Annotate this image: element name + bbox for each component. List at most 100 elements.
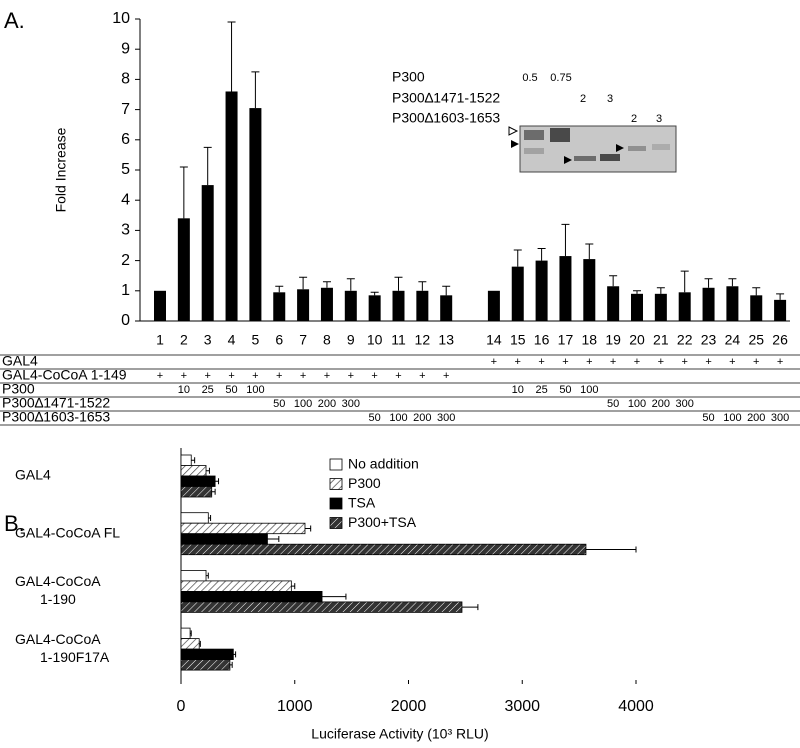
table-cell: + — [610, 356, 616, 368]
blot-dose: 0.5 — [522, 72, 537, 84]
bar — [607, 286, 620, 321]
bar — [440, 295, 453, 321]
panel-label: B. — [4, 511, 25, 536]
error-bar — [513, 249, 522, 267]
y-tick-label: 0 — [121, 312, 130, 329]
x-tick-label: 15 — [510, 332, 526, 348]
y-tick-label: 2 — [121, 252, 130, 269]
table-cell: 50 — [702, 412, 714, 424]
x-tick-label: 17 — [558, 332, 574, 348]
table-cell: + — [204, 370, 210, 382]
bar — [392, 290, 405, 321]
y-axis-label: Fold Increase — [53, 127, 69, 212]
error-bar — [211, 488, 216, 495]
error-bar — [418, 281, 427, 291]
table-cell: + — [276, 370, 282, 382]
table-cell: + — [634, 356, 640, 368]
table-cell: 100 — [246, 384, 264, 396]
table-cell: + — [658, 356, 664, 368]
table-cell: 100 — [580, 384, 598, 396]
table-cell: + — [681, 356, 687, 368]
error-bar — [191, 457, 196, 464]
error-bar — [304, 525, 312, 532]
category-label: GAL4-CoCoA — [15, 573, 101, 589]
blot-row-label: P300∆1471-1522 — [392, 90, 500, 106]
error-bar — [203, 146, 212, 186]
table-cell: 25 — [202, 384, 214, 396]
category-label: GAL4 — [15, 467, 51, 483]
table-cell: + — [371, 370, 377, 382]
error-bar — [299, 276, 308, 290]
error-bar — [275, 285, 284, 293]
bar — [180, 512, 209, 524]
table-cell: 100 — [389, 412, 407, 424]
bar — [180, 638, 200, 650]
error-bar — [656, 287, 665, 294]
table-cell: + — [515, 356, 521, 368]
x-tick-label: 16 — [534, 332, 550, 348]
bar — [225, 91, 238, 321]
y-tick-label: 9 — [121, 40, 130, 57]
legend-label: P300+TSA — [348, 514, 417, 530]
bar — [583, 259, 596, 321]
bar — [702, 287, 715, 321]
blot-row-label: P300∆1603-1653 — [392, 110, 500, 126]
error-bar — [190, 630, 192, 637]
x-tick-label: 25 — [748, 332, 764, 348]
error-bar — [633, 290, 641, 294]
bar — [180, 454, 192, 466]
error-bar — [394, 276, 403, 291]
x-tick-label: 11 — [391, 332, 406, 348]
bar — [559, 256, 572, 321]
legend-swatch — [329, 497, 343, 510]
table-cell: 200 — [652, 398, 670, 410]
table-cell: + — [562, 356, 568, 368]
x-tick-label: 24 — [725, 332, 741, 348]
error-bar — [322, 593, 347, 600]
table-cell: + — [348, 370, 354, 382]
x-tick-label: 20 — [629, 332, 645, 348]
bar — [180, 591, 323, 603]
y-tick-label: 3 — [121, 222, 130, 239]
blot-dose: 3 — [656, 113, 662, 125]
table-row-label: GAL4-CoCoA 1-149 — [2, 367, 127, 383]
bar — [180, 465, 207, 477]
table-cell: 100 — [294, 398, 312, 410]
x-tick-label: 26 — [772, 332, 788, 348]
table-cell: + — [491, 356, 497, 368]
table-cell: + — [300, 370, 306, 382]
legend-label: No addition — [348, 456, 419, 472]
bar — [180, 543, 587, 556]
table-cell: + — [729, 356, 735, 368]
x-tick-label: 18 — [582, 332, 598, 348]
bar — [320, 287, 333, 321]
table-cell: + — [538, 356, 544, 368]
bar — [180, 580, 292, 592]
x-tick-label: 3000 — [504, 698, 540, 715]
bar — [180, 648, 234, 660]
x-tick-label: 1000 — [277, 698, 313, 715]
error-bar — [229, 661, 233, 668]
error-bar — [752, 287, 761, 296]
blot-dose: 2 — [631, 113, 637, 125]
bar — [154, 290, 166, 321]
blot-row-label: P300 — [392, 69, 425, 85]
error-bar — [227, 21, 236, 92]
table-cell: 50 — [225, 384, 237, 396]
table-row-label: P300∆1603-1653 — [2, 409, 110, 425]
table-cell: + — [157, 370, 163, 382]
bar — [726, 286, 739, 321]
bar — [180, 486, 213, 498]
error-bar — [704, 278, 713, 288]
y-tick-label: 5 — [121, 161, 130, 178]
error-bar — [233, 651, 237, 658]
bar — [180, 601, 463, 613]
bar — [177, 218, 190, 321]
bar — [180, 570, 207, 582]
error-bar — [179, 166, 188, 219]
bar — [774, 299, 787, 321]
y-tick-label: 10 — [112, 10, 130, 27]
table-cell: 10 — [512, 384, 524, 396]
table-cell: + — [443, 370, 449, 382]
